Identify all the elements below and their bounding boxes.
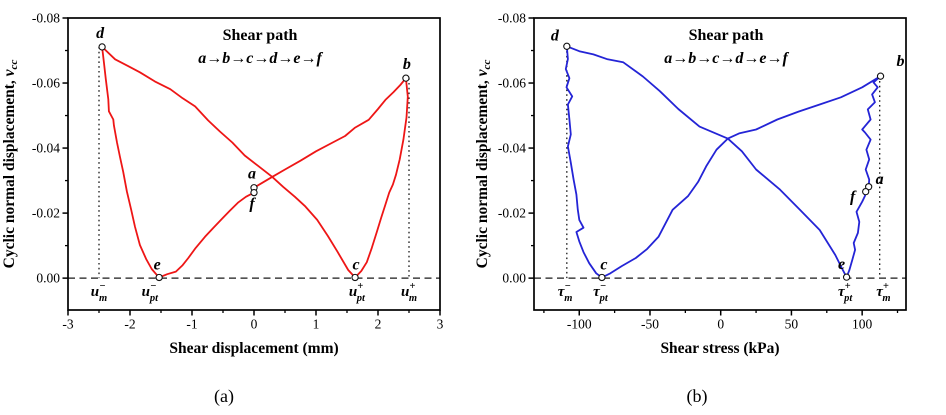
y-axis-title: Cyclic normal displacement, vcc [1, 60, 20, 269]
x-axis-title: Shear displacement (mm) [169, 340, 338, 357]
point-label-f: f [850, 189, 857, 206]
data-point-d [563, 42, 571, 50]
axis-annotation: τ+ m [876, 281, 890, 304]
axis-annotation: u− pt [142, 281, 159, 304]
y-tick-label: -0.02 [498, 206, 526, 221]
data-point-e [842, 273, 851, 281]
point-label-d: d [551, 27, 560, 44]
y-tick-label: -0.08 [32, 11, 60, 26]
curve-segment-c-d [101, 46, 357, 279]
y-tick-label: 0.00 [502, 271, 526, 286]
curve-segment-a-b [253, 77, 407, 189]
curve-segment-d-e [565, 45, 848, 279]
chart-title: Shear path [223, 27, 298, 44]
x-tick-label: 2 [375, 317, 382, 332]
x-tick-label: 3 [437, 317, 444, 332]
subfigure-caption: (b) [687, 386, 708, 407]
data-point-b [402, 74, 410, 82]
y-tick-label: -0.04 [498, 141, 526, 156]
curve-segment-c-d [564, 45, 603, 279]
point-label-e: e [838, 256, 845, 273]
x-tick-label: 100 [852, 317, 873, 332]
point-label-e: e [154, 256, 161, 273]
curve-segment-e-f [845, 190, 867, 279]
data-point-b [876, 72, 885, 80]
chart-b-container: -100 -50 0 50 100 -0.08 -0.06 -0.04 -0.02 0.00 a b c… [473, 0, 946, 415]
x-tick-label: -3 [62, 317, 73, 332]
chart-a-shear-displacement: -3 -2 -1 0 1 2 3 -0.08 -0.06 -0.04 -0.02 0.00 a b c d e f… [1, 11, 444, 408]
data-point-f [250, 188, 258, 197]
x-tick-label: 0 [251, 317, 258, 332]
axis-annotation: u− m [91, 281, 107, 304]
data-point-f [862, 187, 870, 196]
y-tick-label: -0.04 [32, 141, 60, 156]
point-label-a: a [876, 171, 884, 188]
point-label-c: c [353, 256, 360, 273]
x-tick-label: -100 [567, 317, 592, 332]
axis-annotation: u+ pt [349, 281, 366, 304]
axis-annotation: τ− pt [593, 281, 609, 304]
point-label-c: c [600, 256, 607, 273]
data-point-c [351, 273, 359, 282]
x-tick-label: 50 [785, 317, 799, 332]
curve-segment-d-e [101, 46, 161, 279]
x-tick-label: 1 [313, 317, 320, 332]
subfigure-caption: (a) [214, 386, 234, 407]
curve-segment-b-c [600, 75, 882, 279]
x-tick-label: 0 [717, 317, 724, 332]
chart-b-shear-stress: -100 -50 0 50 100 -0.08 -0.06 -0.04 -0.02 0.00 a b c… [474, 11, 907, 407]
y-axis-title: Cyclic normal displacement, vcc [474, 60, 493, 269]
chart-subtitle: a→b→c→d→e→f [664, 50, 789, 67]
y-tick-label: 0.00 [36, 271, 60, 286]
point-label-a: a [248, 166, 256, 183]
curve-segment-b-c [354, 77, 409, 279]
curve-segment-a-b [861, 75, 882, 188]
y-tick-label: -0.02 [32, 206, 60, 221]
point-label-b: b [897, 53, 905, 70]
axis-annotation: u+ m [401, 281, 417, 304]
data-point-d [98, 43, 106, 51]
curve-segment-e-f [158, 191, 255, 279]
point-label-b: b [403, 56, 411, 73]
chart-subtitle: a→b→c→d→e→f [198, 50, 323, 67]
y-tick-label: -0.06 [498, 76, 526, 91]
axis-annotation: τ− m [558, 281, 573, 304]
axis-annotation: τ+ pt [838, 281, 853, 304]
chart-title: Shear path [689, 27, 764, 44]
data-point-c [598, 273, 606, 282]
chart-a-container: -3 -2 -1 0 1 2 3 -0.08 -0.06 -0.04 -0.02 0.00 a b c d e f… [1, 11, 444, 408]
point-label-d: d [96, 25, 105, 42]
x-axis-title: Shear stress (kPa) [660, 340, 779, 357]
x-tick-label: -1 [186, 317, 197, 332]
point-label-f: f [249, 196, 256, 213]
x-tick-label: -2 [124, 317, 135, 332]
y-tick-label: -0.06 [32, 76, 60, 91]
data-point-e [155, 273, 163, 282]
y-tick-label: -0.08 [498, 11, 526, 26]
x-tick-label: -50 [641, 317, 659, 332]
